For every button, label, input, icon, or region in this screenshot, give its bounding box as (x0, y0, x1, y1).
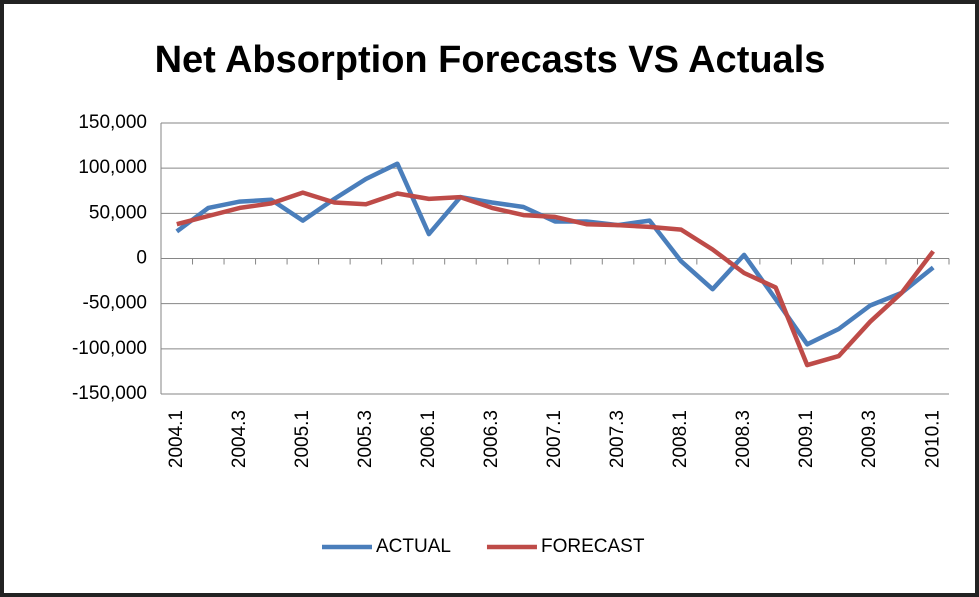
x-tick-label: 2005.3 (355, 410, 376, 468)
x-tick-label: 2005.1 (292, 410, 313, 468)
x-tick-label: 2006.1 (418, 410, 439, 468)
x-tick-label: 2006.3 (481, 410, 502, 468)
y-tick-label: -100,000 (72, 338, 147, 359)
y-tick-label: -50,000 (83, 293, 147, 314)
y-tick-label: 0 (136, 248, 147, 269)
y-tick-label: 100,000 (78, 157, 147, 178)
legend-label: ACTUAL (376, 536, 451, 557)
x-tick-label: 2008.1 (670, 410, 691, 468)
x-tick-label: 2009.3 (859, 410, 880, 468)
x-tick-label: 2007.3 (607, 410, 628, 468)
x-tick-label: 2010.1 (922, 410, 943, 468)
x-tick-label: 2004.1 (166, 410, 187, 468)
y-tick-label: -150,000 (72, 383, 147, 404)
legend-label: FORECAST (541, 536, 645, 557)
x-tick-label: 2008.3 (733, 410, 754, 468)
series-line (175, 161, 935, 347)
y-tick-label: 150,000 (78, 112, 147, 133)
y-tick-label: 50,000 (89, 202, 147, 223)
chart-title: Net Absorption Forecasts VS Actuals (155, 39, 826, 81)
x-tick-label: 2004.3 (229, 410, 250, 468)
series-line (176, 190, 935, 368)
x-tick-label: 2009.1 (796, 410, 817, 468)
x-tick-label: 2007.1 (544, 410, 565, 468)
